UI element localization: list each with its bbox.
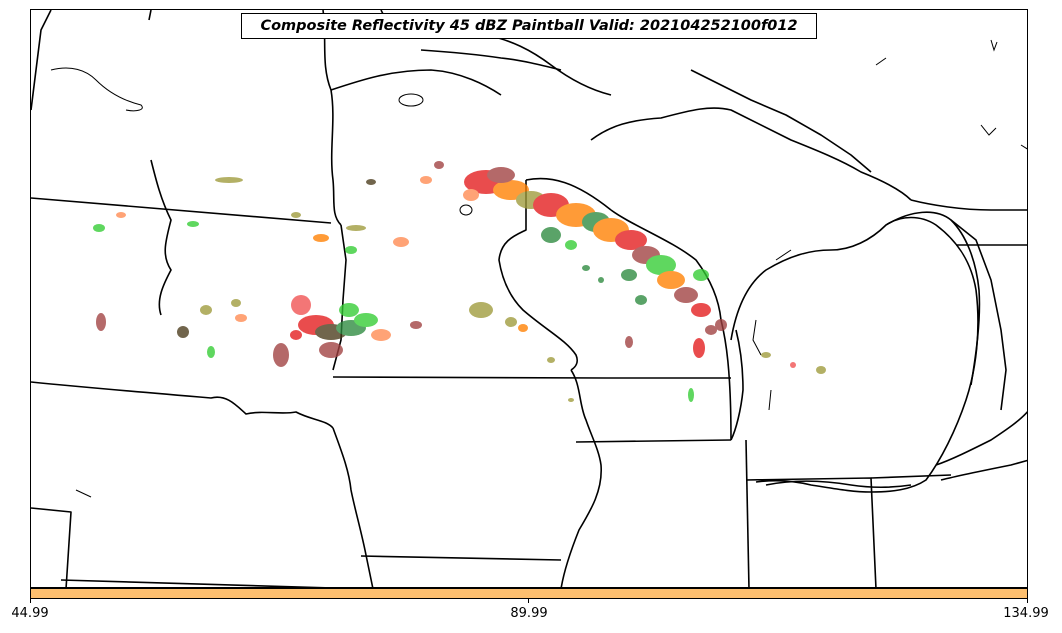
boundaries (31, 10, 1027, 587)
colorbar-tick-left (30, 599, 31, 603)
paintball-cells (93, 161, 826, 402)
colorbar-tick-middle (528, 599, 529, 603)
colorbar-tick-label-left: 44.99 (11, 606, 49, 621)
small-lakes (50, 39, 1027, 498)
map-panel (30, 9, 1028, 588)
colorbar (30, 588, 1028, 599)
colorbar-tick-label-right: 134.99 (1003, 606, 1049, 621)
colorbar-tick-label-middle: 89.99 (510, 606, 548, 621)
map-title: Composite Reflectivity 45 dBZ Paintball … (241, 13, 817, 39)
colorbar-tick-right (1027, 599, 1028, 603)
map-canvas (31, 10, 1027, 587)
